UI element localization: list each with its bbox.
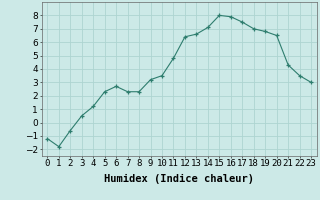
X-axis label: Humidex (Indice chaleur): Humidex (Indice chaleur) — [104, 174, 254, 184]
